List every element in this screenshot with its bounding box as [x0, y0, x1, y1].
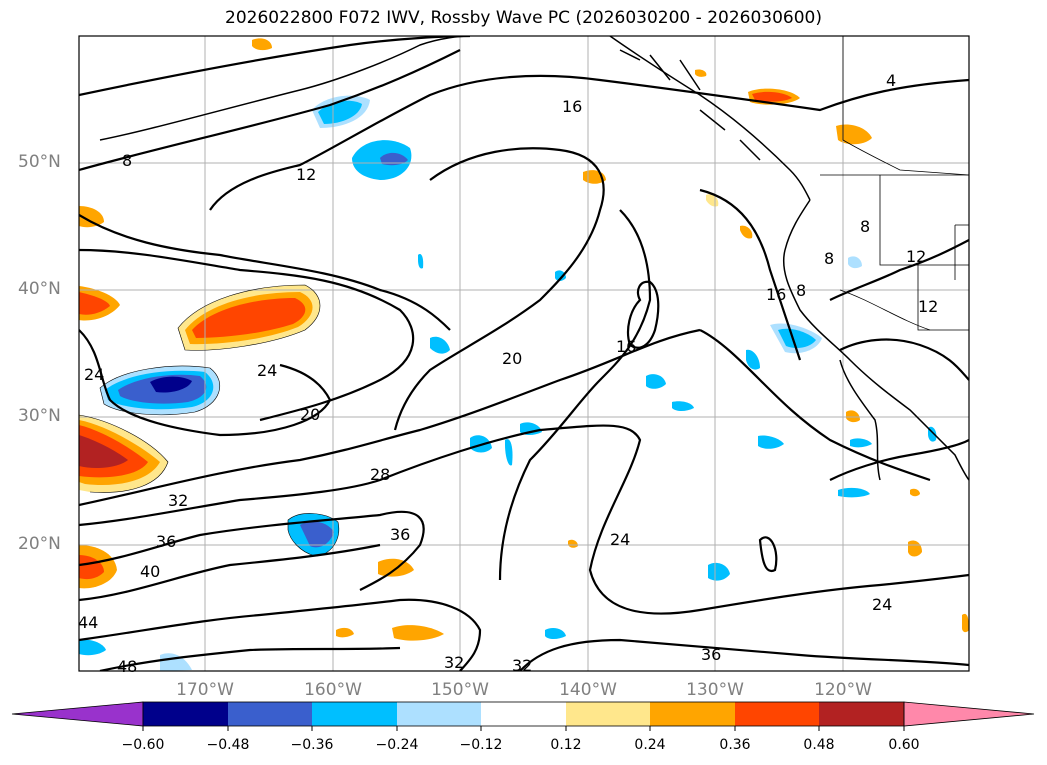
contour-label: 36 — [701, 645, 721, 664]
lon-label-130w: 130°W — [686, 680, 744, 700]
colorbar-segment — [397, 702, 481, 726]
colorbar-tick: −0.24 — [375, 737, 419, 753]
colorbar-tick: 0.24 — [634, 737, 666, 753]
positive-anomaly-patches — [79, 38, 969, 641]
contour-label: 24 — [610, 530, 630, 549]
contour-label: 28 — [370, 465, 390, 484]
map-canvas: 4 8 12 16 20 24 28 32 36 40 44 48 20 24 … — [78, 35, 970, 676]
contour-label: 24 — [257, 361, 277, 380]
iwv-contours — [79, 36, 969, 671]
colorbar-tick: −0.36 — [290, 737, 334, 753]
lat-lon-grid — [79, 36, 969, 671]
contour-label: 48 — [117, 657, 137, 676]
contour-label: 4 — [886, 71, 896, 90]
lon-label-140w: 140°W — [559, 680, 617, 700]
colorbar-segment — [481, 702, 566, 726]
colorbar-segment — [312, 702, 397, 726]
contour-label: 12 — [296, 165, 316, 184]
coastlines — [99, 36, 969, 481]
contour-label: 8 — [860, 217, 870, 236]
political-borders — [820, 36, 969, 331]
colorbar-segment — [143, 702, 228, 726]
colorbar-segment — [566, 702, 650, 726]
colorbar-tick: −0.60 — [121, 737, 165, 753]
contour-label: 16 — [766, 285, 786, 304]
anomaly-outlines — [79, 284, 340, 557]
contour-label: 8 — [796, 281, 806, 300]
lon-label-120w: 120°W — [814, 680, 872, 700]
colorbar-tick: 0.48 — [803, 737, 835, 753]
lat-label-30n: 30°N — [18, 406, 61, 426]
contour-label: 16 — [562, 97, 582, 116]
contour-label: 32 — [444, 653, 464, 672]
colorbar-tick: 0.60 — [888, 737, 920, 753]
colorbar — [11, 701, 1035, 731]
lat-label-50n: 50°N — [18, 152, 61, 172]
contour-label: 24 — [84, 365, 104, 384]
contour-label: 36 — [390, 525, 410, 544]
colorbar-extend-low — [11, 701, 144, 727]
negative-anomaly-patches — [79, 95, 937, 671]
colorbar-tick: −0.12 — [459, 737, 503, 753]
colorbar-segment — [819, 702, 904, 726]
lon-label-150w: 150°W — [431, 680, 489, 700]
colorbar-segment — [735, 702, 819, 726]
lon-label-170w: 170°W — [176, 680, 234, 700]
contour-label: 8 — [122, 151, 132, 170]
contour-label: 16 — [616, 337, 636, 356]
contour-label: 32 — [168, 491, 188, 510]
colorbar-segment — [650, 702, 735, 726]
colorbar-tick: 0.36 — [719, 737, 751, 753]
map-title: 2026022800 F072 IWV, Rossby Wave PC (202… — [225, 8, 822, 28]
lon-label-160w: 160°W — [304, 680, 362, 700]
contour-label: 20 — [502, 349, 522, 368]
contour-label: 24 — [872, 595, 892, 614]
colorbar-extend-high — [903, 701, 1035, 727]
colorbar-segment — [228, 702, 312, 726]
lat-label-40n: 40°N — [18, 279, 61, 299]
contour-label: 8 — [824, 249, 834, 268]
contour-label: 12 — [906, 247, 926, 266]
contour-label: 32 — [512, 656, 532, 675]
contour-label: 12 — [918, 297, 938, 316]
colorbar-tick: −0.48 — [206, 737, 250, 753]
contour-label: 36 — [156, 532, 176, 551]
lat-label-20n: 20°N — [18, 534, 61, 554]
contour-labels: 4 8 12 16 20 24 28 32 36 40 44 48 20 24 … — [78, 71, 938, 676]
contour-label: 20 — [300, 405, 320, 424]
contour-label: 44 — [78, 613, 98, 632]
contour-label: 40 — [140, 562, 160, 581]
map-frame — [78, 35, 970, 672]
colorbar-tick: 0.12 — [550, 737, 582, 753]
